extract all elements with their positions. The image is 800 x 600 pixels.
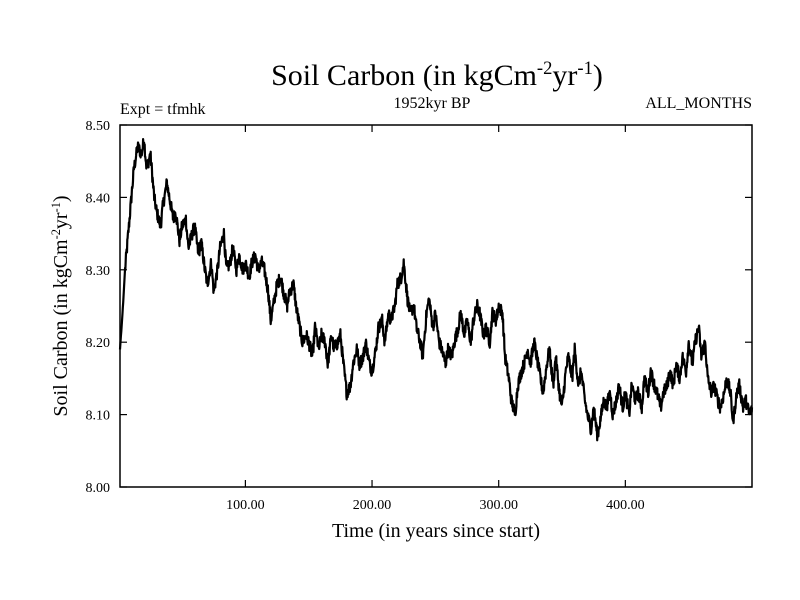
y-tick-label: 8.50 — [86, 119, 111, 134]
x-tick-label: 100.00 — [226, 498, 265, 513]
y-axis-title: Soil Carbon (in kgCm-2yr-1) — [49, 195, 72, 416]
x-tick-label: 200.00 — [353, 498, 392, 513]
y-tick-label: 8.30 — [86, 264, 111, 279]
x-tick-label: 300.00 — [479, 498, 518, 513]
soil-carbon-series-line — [118, 138, 754, 442]
y-tick-label: 8.00 — [86, 481, 111, 496]
x-axis-title: Time (in years since start) — [332, 520, 540, 542]
y-tick-label: 8.40 — [86, 191, 111, 206]
y-tick-label: 8.20 — [86, 336, 111, 351]
experiment-label: Expt = tfmhk — [120, 101, 205, 118]
y-axis: 8.00 8.10 8.20 8.30 8.40 8.50 — [86, 119, 752, 496]
chart-title: Soil Carbon (in kgCm-2yr-1) — [271, 58, 603, 92]
plot-frame — [119, 124, 753, 488]
x-axis: 100.00 200.00 300.00 400.00 — [226, 125, 645, 513]
x-tick-label: 400.00 — [606, 498, 645, 513]
y-tick-label: 8.10 — [86, 409, 111, 424]
months-label: ALL_MONTHS — [645, 95, 752, 112]
period-label: 1952kyr BP — [394, 95, 471, 112]
